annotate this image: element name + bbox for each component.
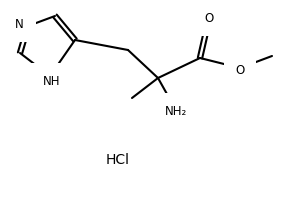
Text: NH₂: NH₂: [165, 105, 187, 117]
Text: N: N: [15, 17, 24, 30]
Text: O: O: [236, 64, 244, 76]
Text: NH: NH: [43, 74, 61, 88]
Text: HCl: HCl: [106, 153, 130, 167]
Text: O: O: [204, 11, 214, 25]
